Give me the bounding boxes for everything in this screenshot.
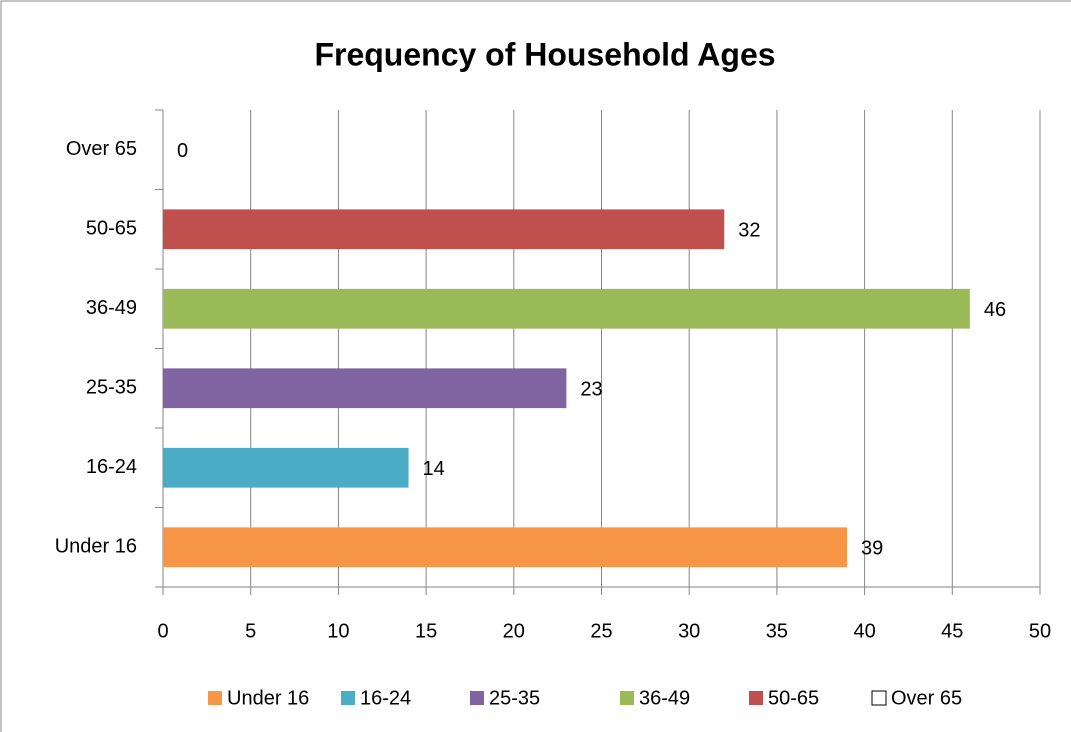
data-label: 23 (580, 379, 602, 401)
data-label: 0 (177, 140, 188, 162)
x-tick-label: 0 (157, 620, 168, 642)
data-label: 46 (984, 299, 1006, 321)
legend-swatch (470, 691, 484, 705)
data-label: 39 (861, 538, 883, 560)
x-tick-label: 20 (503, 620, 525, 642)
data-label: 32 (738, 220, 760, 242)
x-tick-label: 25 (590, 620, 612, 642)
x-tick-label: 15 (415, 620, 437, 642)
y-tick-label: 25-35 (86, 377, 137, 399)
x-tick-label: 45 (941, 620, 963, 642)
legend-swatch (871, 690, 887, 706)
legend-swatch (208, 691, 222, 705)
legend-label: Under 16 (227, 687, 309, 709)
legend-label: 16-24 (360, 687, 411, 709)
x-tick-label: 30 (678, 620, 700, 642)
legend-swatch (620, 691, 634, 705)
legend-label: 25-35 (489, 687, 540, 709)
bar (163, 447, 409, 488)
y-tick-label: Over 65 (66, 138, 137, 160)
bar (163, 368, 567, 409)
y-tick-label: Under 16 (55, 536, 137, 558)
bar (163, 527, 848, 568)
legend-label: 36-49 (639, 687, 690, 709)
x-tick-label: 5 (245, 620, 256, 642)
legend-label: Over 65 (891, 687, 962, 709)
x-tick-label: 40 (853, 620, 875, 642)
bar (163, 209, 725, 250)
chart-title: Frequency of Household Ages (314, 36, 775, 72)
y-tick-label: 36-49 (86, 297, 137, 319)
legend-swatch (341, 691, 355, 705)
legend-label: 50-65 (768, 687, 819, 709)
x-tick-label: 50 (1029, 620, 1051, 642)
y-tick-label: 50-65 (86, 218, 137, 240)
y-tick-label: 16-24 (86, 456, 137, 478)
x-tick-label: 35 (766, 620, 788, 642)
x-tick-label: 10 (327, 620, 349, 642)
data-label: 14 (423, 458, 445, 480)
bar (163, 288, 970, 329)
legend-swatch (749, 691, 763, 705)
